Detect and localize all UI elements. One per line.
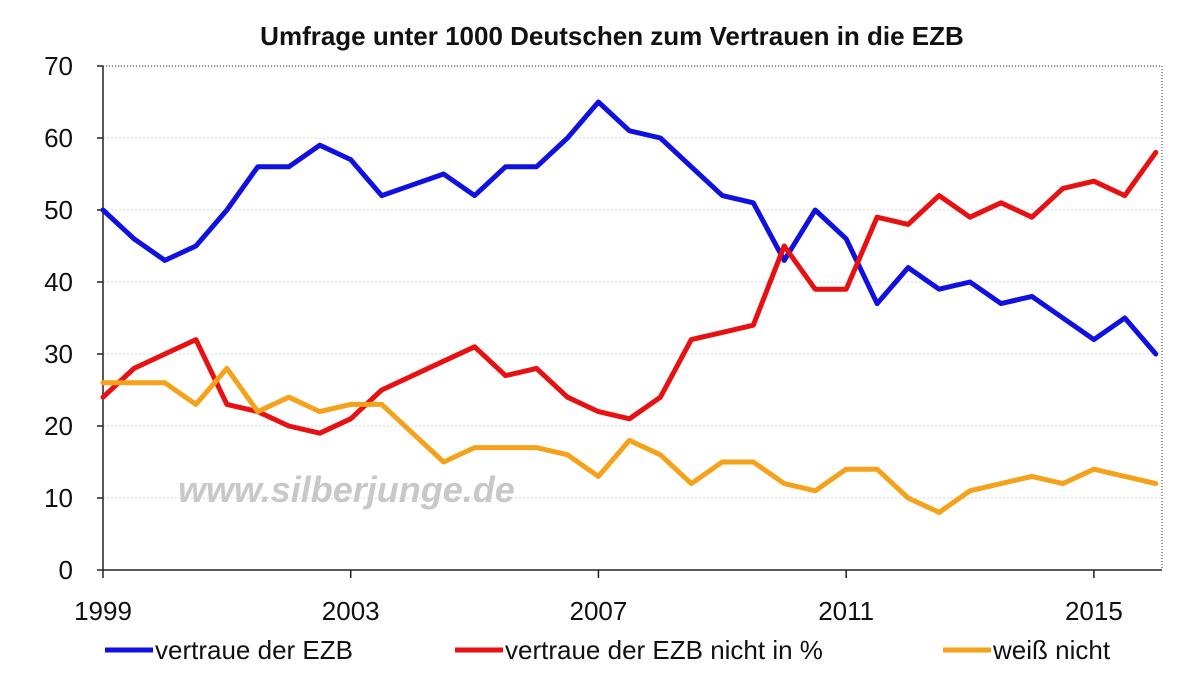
y-tick-label: 20: [44, 411, 73, 441]
x-tick-label: 2007: [570, 596, 628, 626]
series-line-1: [100, 99, 1159, 357]
series-lines: [100, 99, 1159, 515]
y-tick-label: 0: [59, 555, 73, 585]
x-tick-label: 2003: [322, 596, 380, 626]
x-tick-label: 1999: [74, 596, 132, 626]
axes: 0 10 20 30 40 50 60 70 1999 2003 2007 2011 2015: [44, 51, 1163, 626]
y-tick-label: 40: [44, 267, 73, 297]
y-tick-label: 10: [44, 483, 73, 513]
legend-label: vertraue der EZB nicht in %: [505, 635, 823, 665]
x-tick-label: 2011: [818, 596, 874, 626]
legend: vertraue der EZB vertraue der EZB nicht i…: [105, 635, 1111, 665]
series-line-3: [100, 365, 1159, 515]
chart-title: Umfrage unter 1000 Deutschen zum Vertrau…: [260, 21, 964, 51]
series-line-2: [100, 149, 1159, 436]
gridlines: [103, 65, 1162, 499]
y-tick-label: 60: [44, 123, 73, 153]
y-tick-label: 30: [44, 339, 73, 369]
legend-label: weiß nicht: [992, 635, 1111, 665]
legend-label: vertraue der EZB: [155, 635, 353, 665]
watermark-text: www.silberjunge.de: [178, 469, 515, 510]
x-tick-label: 2015: [1065, 596, 1123, 626]
y-tick-label: 50: [44, 195, 73, 225]
y-tick-label: 70: [44, 51, 73, 81]
